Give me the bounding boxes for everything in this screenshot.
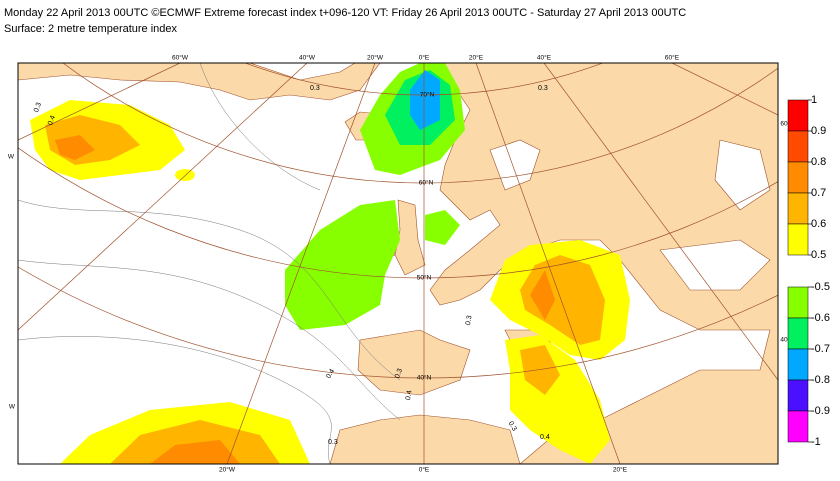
- title: Monday 22 April 2013 00UTC ©ECMWF Extrem…: [4, 7, 686, 19]
- contour-label: 0.4: [405, 390, 414, 401]
- colorbar: 1 0.9 0.8 0.7 0.6 0.5 -0.5 -0.6 -0.7 -0.8 -0.9 -1: [787, 94, 830, 448]
- contour-label: 0.3: [33, 102, 43, 114]
- contour-label: 0.4: [47, 115, 57, 127]
- colorbar-label: 1: [811, 94, 817, 106]
- lat-label: 60: [780, 121, 788, 128]
- lon-label: 40°W: [299, 54, 316, 62]
- lat-label: 70°N: [420, 91, 435, 99]
- colorbar-swatch: [787, 161, 809, 194]
- colorbar-swatch: [787, 99, 809, 132]
- map: [18, 63, 778, 464]
- colorbar-label: 0.8: [811, 156, 826, 168]
- colorbar-swatch: [787, 192, 809, 225]
- colorbar-label: -0.6: [811, 312, 830, 324]
- colorbar-label: -0.5: [811, 281, 830, 293]
- lon-label: 60°E: [665, 54, 680, 62]
- colorbar-label: -0.7: [811, 343, 830, 355]
- graticule-labels: 60°W 40°W 20°W 0°E 20°E 40°E 60°E 20°W 0…: [8, 54, 788, 474]
- lon-label: 60°W: [172, 54, 189, 62]
- subtitle: Surface: 2 metre temperature index: [4, 23, 178, 35]
- graticule: [18, 63, 778, 464]
- colorbar-swatch: [787, 223, 809, 256]
- contour-label: 0.4: [540, 434, 550, 441]
- colorbar-label: -0.9: [811, 405, 830, 417]
- lon-label: 0°E: [419, 54, 430, 62]
- colorbar-label: -1: [811, 436, 821, 448]
- contour-label: 0.3: [465, 315, 474, 326]
- colorbar-swatch: [787, 348, 809, 381]
- colorbar-label: 0.9: [811, 125, 826, 137]
- colorbar-label: 0.7: [811, 187, 826, 199]
- lon-label: 40°E: [537, 54, 552, 62]
- lon-label: 0°E: [419, 466, 430, 474]
- colorbar-swatch: [787, 130, 809, 163]
- lat-label: W: [9, 404, 16, 411]
- contours: [18, 63, 401, 464]
- colorbar-swatch: [787, 410, 809, 443]
- lon-label: 20°E: [469, 54, 484, 62]
- colorbar-label: 0.5: [811, 249, 826, 261]
- efi-field: [30, 63, 630, 464]
- lat-label: 40°N: [417, 374, 432, 382]
- contour-label: 0.3: [538, 85, 548, 92]
- colorbar-swatch: [787, 317, 809, 350]
- lat-label: 40: [780, 337, 788, 344]
- colorbar-label: 0.6: [811, 218, 826, 230]
- lat-label: W: [8, 154, 15, 161]
- map-frame: [17, 62, 779, 465]
- contour-label: 0.3: [310, 85, 320, 92]
- contour-label: 0.3: [394, 368, 404, 380]
- colorbar-swatch: [787, 379, 809, 412]
- colorbar-swatch: [787, 286, 809, 319]
- contour-label: 0.3: [328, 439, 338, 446]
- lat-label: 60°N: [419, 179, 434, 187]
- lon-label: 20°W: [219, 466, 236, 474]
- lat-label: 50°N: [417, 274, 432, 282]
- contour-label: 0.4: [325, 368, 336, 380]
- contour-labels: 0.3 0.4 0.3 0.3 0.4 0.3 0.3 0.3 0.4 0.3 …: [33, 85, 550, 446]
- contour-label: 0.3: [507, 420, 518, 432]
- colorbar-label: -0.8: [811, 374, 830, 386]
- lon-label: 20°W: [367, 54, 384, 62]
- lon-label: 20°E: [613, 466, 628, 474]
